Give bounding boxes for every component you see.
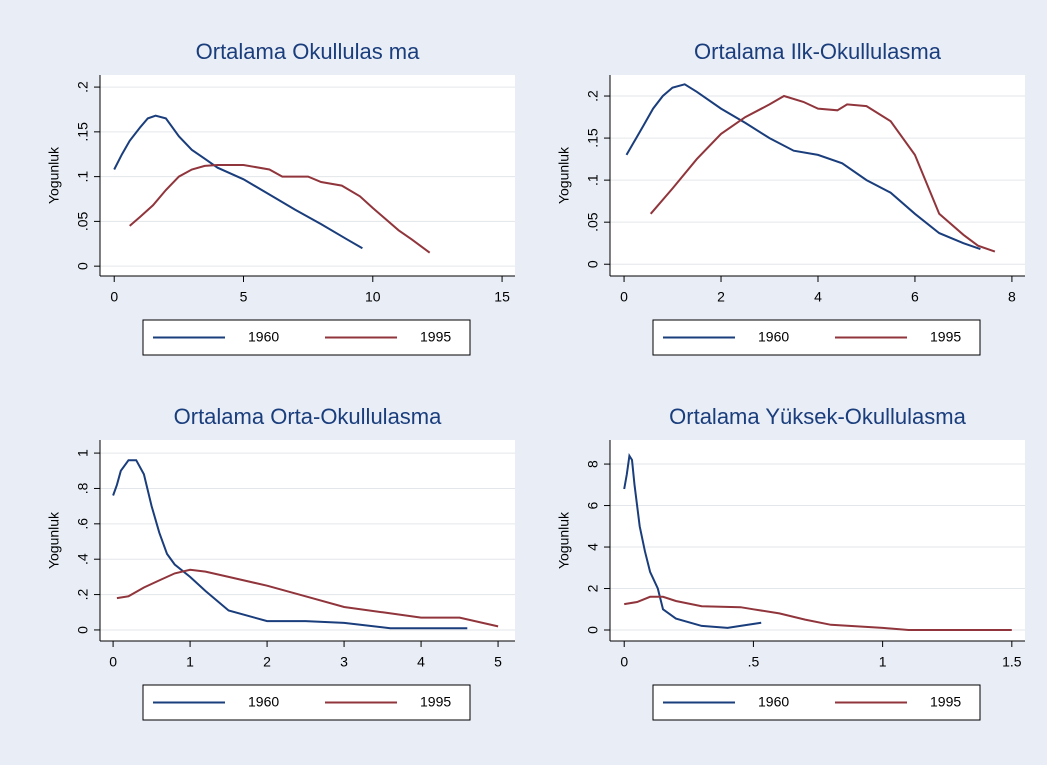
y-tick-label: 0	[585, 260, 601, 268]
y-tick-label: .1	[75, 171, 91, 183]
series-line	[112, 459, 468, 630]
y-axis-label: Yogunluk	[556, 146, 572, 204]
plot-area	[610, 75, 1025, 276]
y-axis-label: Yogunluk	[46, 146, 62, 204]
x-tick-label: 2	[717, 289, 725, 305]
plot-area	[610, 440, 1025, 641]
x-tick-label: 0	[620, 289, 628, 305]
y-tick-label: 0	[585, 626, 601, 634]
chart-title: Ortalama Ilk-Okullulasma	[694, 39, 942, 64]
x-tick-label: 6	[911, 289, 919, 305]
x-tick-label: 15	[494, 289, 510, 305]
chart-title: Ortalama Orta-Okullulasma	[174, 404, 443, 429]
y-axis-label: Yogunluk	[556, 511, 572, 569]
y-tick-label: .6	[75, 518, 91, 530]
y-tick-label: 0	[75, 262, 91, 270]
legend-label: 1995	[420, 329, 451, 345]
y-tick-label: .15	[585, 128, 601, 148]
x-tick-label: 1	[879, 654, 887, 670]
series-line	[649, 94, 996, 253]
x-tick-label: 0	[620, 654, 628, 670]
legend-label: 1960	[758, 329, 789, 345]
legend-label: 1995	[420, 694, 451, 710]
y-tick-label: .05	[75, 211, 91, 231]
series-line	[625, 83, 981, 251]
y-axis-label: Yogunluk	[46, 511, 62, 569]
y-tick-label: .8	[75, 482, 91, 494]
x-tick-label: 4	[417, 654, 425, 670]
x-tick-label: 3	[340, 654, 348, 670]
y-tick-label: 1	[75, 449, 91, 457]
x-tick-label: 0	[109, 654, 117, 670]
y-tick-label: 6	[585, 501, 601, 509]
y-tick-label: .2	[75, 81, 91, 93]
x-tick-label: 5	[240, 289, 248, 305]
legend-label: 1960	[248, 694, 279, 710]
plot-area	[100, 440, 515, 641]
chart-title: Ortalama Okullulas ma	[196, 39, 421, 64]
series-line	[624, 595, 1012, 631]
chart-title: Ortalama Yüksek-Okullulasma	[669, 404, 966, 429]
legend-label: 1995	[930, 694, 961, 710]
y-tick-label: 8	[585, 460, 601, 468]
y-tick-label: .4	[75, 553, 91, 565]
plot-area	[100, 75, 515, 276]
series-line	[116, 568, 499, 628]
legend-label: 1960	[758, 694, 789, 710]
series-line	[623, 452, 762, 629]
x-tick-label: 1.5	[1002, 654, 1022, 670]
y-tick-label: .2	[585, 90, 601, 102]
x-tick-label: 2	[263, 654, 271, 670]
y-tick-label: 2	[585, 584, 601, 592]
y-tick-label: .15	[75, 122, 91, 142]
y-tick-label: .05	[585, 212, 601, 232]
x-tick-label: 8	[1008, 289, 1016, 305]
x-tick-label: 1	[186, 654, 194, 670]
y-tick-label: 4	[585, 543, 601, 551]
series-line	[129, 164, 431, 254]
x-tick-label: .5	[748, 654, 760, 670]
y-tick-label: .1	[585, 174, 601, 186]
x-tick-label: 4	[814, 289, 822, 305]
y-tick-label: 0	[75, 626, 91, 634]
x-tick-label: 10	[365, 289, 381, 305]
x-tick-label: 0	[110, 289, 118, 305]
x-tick-label: 5	[494, 654, 502, 670]
legend-label: 1960	[248, 329, 279, 345]
y-tick-label: .2	[75, 589, 91, 601]
legend-label: 1995	[930, 329, 961, 345]
legend	[142, 319, 471, 356]
series-line	[113, 114, 363, 250]
